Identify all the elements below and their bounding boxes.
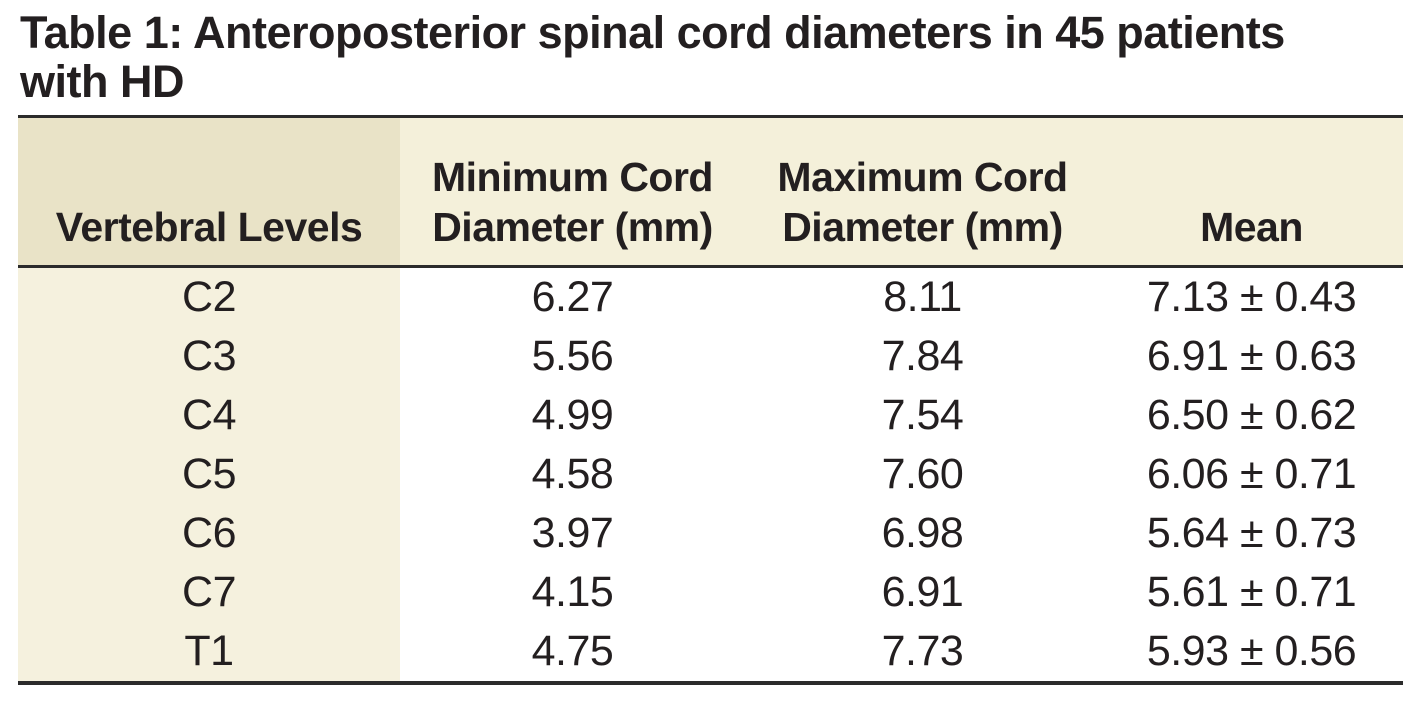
cell-mean: 6.06 ± 0.71 (1100, 445, 1403, 504)
column-header-maximum-cord-diameter: Maximum Cord Diameter (mm) (745, 116, 1100, 268)
cell-level: C6 (18, 504, 400, 563)
cell-mean: 7.13 ± 0.43 (1100, 266, 1403, 327)
cell-level: C4 (18, 386, 400, 445)
cell-mean: 6.91 ± 0.63 (1100, 327, 1403, 386)
column-header-minimum-cord-diameter: Minimum Cord Diameter (mm) (400, 116, 745, 268)
table-row: T1 4.75 7.73 5.93 ± 0.56 (18, 622, 1403, 683)
table-title: Table 1: Anteroposterior spinal cord dia… (20, 7, 1285, 108)
cell-level: C5 (18, 445, 400, 504)
header-label-line2: Diameter (mm) (432, 203, 713, 250)
cell-max-diameter: 7.73 (745, 622, 1100, 683)
table-row: C3 5.56 7.84 6.91 ± 0.63 (18, 327, 1403, 386)
cell-min-diameter: 4.75 (400, 622, 745, 683)
cell-max-diameter: 7.84 (745, 327, 1100, 386)
cell-max-diameter: 6.98 (745, 504, 1100, 563)
cell-max-diameter: 8.11 (745, 266, 1100, 327)
cell-level: T1 (18, 622, 400, 683)
cell-max-diameter: 7.54 (745, 386, 1100, 445)
cell-max-diameter: 6.91 (745, 563, 1100, 622)
cell-max-diameter: 7.60 (745, 445, 1100, 504)
table-row: C5 4.58 7.60 6.06 ± 0.71 (18, 445, 1403, 504)
table-body: C2 6.27 8.11 7.13 ± 0.43 C3 5.56 7.84 6.… (18, 266, 1403, 683)
column-header-mean: Mean (1100, 116, 1403, 268)
cell-mean: 5.93 ± 0.56 (1100, 622, 1403, 683)
column-header-vertebral-levels: Vertebral Levels (18, 116, 400, 268)
cell-min-diameter: 4.99 (400, 386, 745, 445)
cell-mean: 5.64 ± 0.73 (1100, 504, 1403, 563)
table-header: Vertebral Levels Minimum Cord Diameter (… (18, 116, 1403, 268)
table-row: C6 3.97 6.98 5.64 ± 0.73 (18, 504, 1403, 563)
cell-level: C2 (18, 266, 400, 327)
header-label-line1: Minimum Cord (432, 153, 713, 200)
cell-level: C7 (18, 563, 400, 622)
header-label-line1: Maximum Cord (777, 153, 1068, 200)
header-label: Vertebral Levels (55, 203, 363, 250)
cell-mean: 6.50 ± 0.62 (1100, 386, 1403, 445)
spinal-cord-diameter-table: Vertebral Levels Minimum Cord Diameter (… (18, 115, 1403, 685)
header-row: Vertebral Levels Minimum Cord Diameter (… (18, 116, 1403, 268)
header-label: Mean (1200, 203, 1303, 250)
table-row: C4 4.99 7.54 6.50 ± 0.62 (18, 386, 1403, 445)
table-row: C7 4.15 6.91 5.61 ± 0.71 (18, 563, 1403, 622)
cell-min-diameter: 5.56 (400, 327, 745, 386)
cell-min-diameter: 4.15 (400, 563, 745, 622)
cell-min-diameter: 4.58 (400, 445, 745, 504)
table-row: C2 6.27 8.11 7.13 ± 0.43 (18, 266, 1403, 327)
cell-min-diameter: 3.97 (400, 504, 745, 563)
cell-mean: 5.61 ± 0.71 (1100, 563, 1403, 622)
cell-level: C3 (18, 327, 400, 386)
header-label-line2: Diameter (mm) (782, 203, 1063, 250)
cell-min-diameter: 6.27 (400, 266, 745, 327)
table-container: Vertebral Levels Minimum Cord Diameter (… (18, 115, 1403, 685)
